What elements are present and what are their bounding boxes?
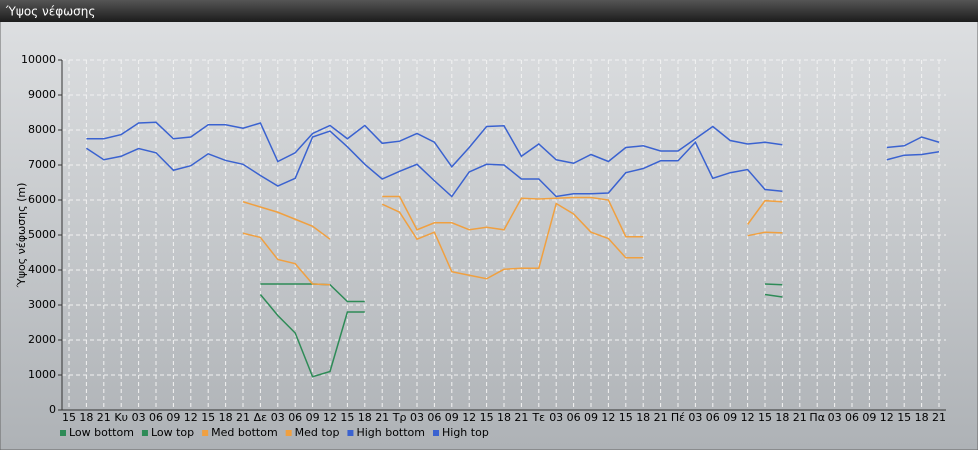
x-tick-label: 03 [132,411,146,424]
legend-label: Low top [151,426,194,439]
x-tick-label: 06 [567,411,581,424]
x-tick-label: Δε [254,411,268,424]
x-tick-label: 12 [601,411,615,424]
x-tick-label: 12 [741,411,755,424]
x-tick-label: 15 [62,411,76,424]
x-tick-label: Πα [809,411,825,424]
series-line [86,121,940,168]
x-tick-label: 09 [166,411,180,424]
x-tick-label: 03 [688,411,702,424]
y-tick-label: 3000 [28,298,56,311]
x-tick-label: 15 [340,411,354,424]
x-tick-label: 15 [480,411,494,424]
legend-label: Med top [295,426,340,439]
x-tick-label: 21 [654,411,668,424]
x-tick-label: 09 [306,411,320,424]
x-tick-label: 06 [149,411,163,424]
x-tick-label: 12 [880,411,894,424]
y-tick-label: 7000 [28,158,56,171]
y-tick-label: 2000 [28,333,56,346]
legend-marker [60,430,66,436]
x-tick-label: 18 [79,411,93,424]
legend-marker [285,430,292,436]
x-tick-label: 21 [375,411,389,424]
x-tick-label: 18 [358,411,372,424]
legend-label: High top [442,426,489,439]
series-line [242,202,783,286]
window-title: Ύψος νέφωσης [5,5,95,19]
x-tick-label: Πέ [671,411,685,424]
x-tick-label: 06 [845,411,859,424]
x-tick-label: 03 [549,411,563,424]
x-tick-label: 18 [497,411,511,424]
x-tick-label: 21 [97,411,111,424]
x-tick-label: 21 [932,411,946,424]
x-tick-label: 06 [288,411,302,424]
x-tick-label: 12 [462,411,476,424]
series-line [242,195,783,240]
x-tick-label: Τε [531,411,545,424]
x-tick-label: 18 [636,411,650,424]
x-tick-label: 03 [828,411,842,424]
x-tick-label: 03 [410,411,424,424]
title-bar [0,0,978,22]
legend-label: Low bottom [69,426,134,439]
x-tick-label: Τρ [392,411,407,424]
x-tick-label: 09 [584,411,598,424]
x-tick-label: 12 [184,411,198,424]
legend-marker [202,430,209,436]
x-tick-label: 15 [758,411,772,424]
x-tick-label: 09 [723,411,737,424]
x-tick-label: 06 [706,411,720,424]
x-tick-label: 21 [514,411,528,424]
legend-marker [433,430,439,436]
x-tick-label: 15 [201,411,215,424]
y-tick-label: 10000 [21,53,56,66]
y-tick-label: 4000 [28,263,56,276]
x-tick-label: 15 [897,411,911,424]
x-tick-label: 18 [775,411,789,424]
legend-label: Med bottom [211,426,278,439]
y-axis-label: Ύψος νέφωσης (m) [15,183,28,289]
x-tick-label: 21 [236,411,250,424]
x-tick-label: 03 [271,411,285,424]
x-tick-label: 09 [862,411,876,424]
legend-label: High bottom [356,426,425,439]
x-tick-label: 06 [427,411,441,424]
x-tick-label: 12 [323,411,337,424]
x-tick-label: 18 [219,411,233,424]
series-line [85,130,940,198]
legend-marker [347,430,354,436]
x-tick-label: 21 [793,411,807,424]
x-tick-label: 18 [915,411,929,424]
x-tick-label: 09 [445,411,459,424]
y-tick-label: 0 [49,403,56,416]
legend-marker [141,430,148,436]
x-tick-label: Κυ [114,411,128,424]
x-tick-label: 15 [619,411,633,424]
y-tick-label: 1000 [28,368,56,381]
y-tick-label: 5000 [28,228,56,241]
series-line [259,293,783,378]
y-tick-label: 8000 [28,123,56,136]
y-tick-label: 9000 [28,88,56,101]
y-tick-label: 6000 [28,193,56,206]
